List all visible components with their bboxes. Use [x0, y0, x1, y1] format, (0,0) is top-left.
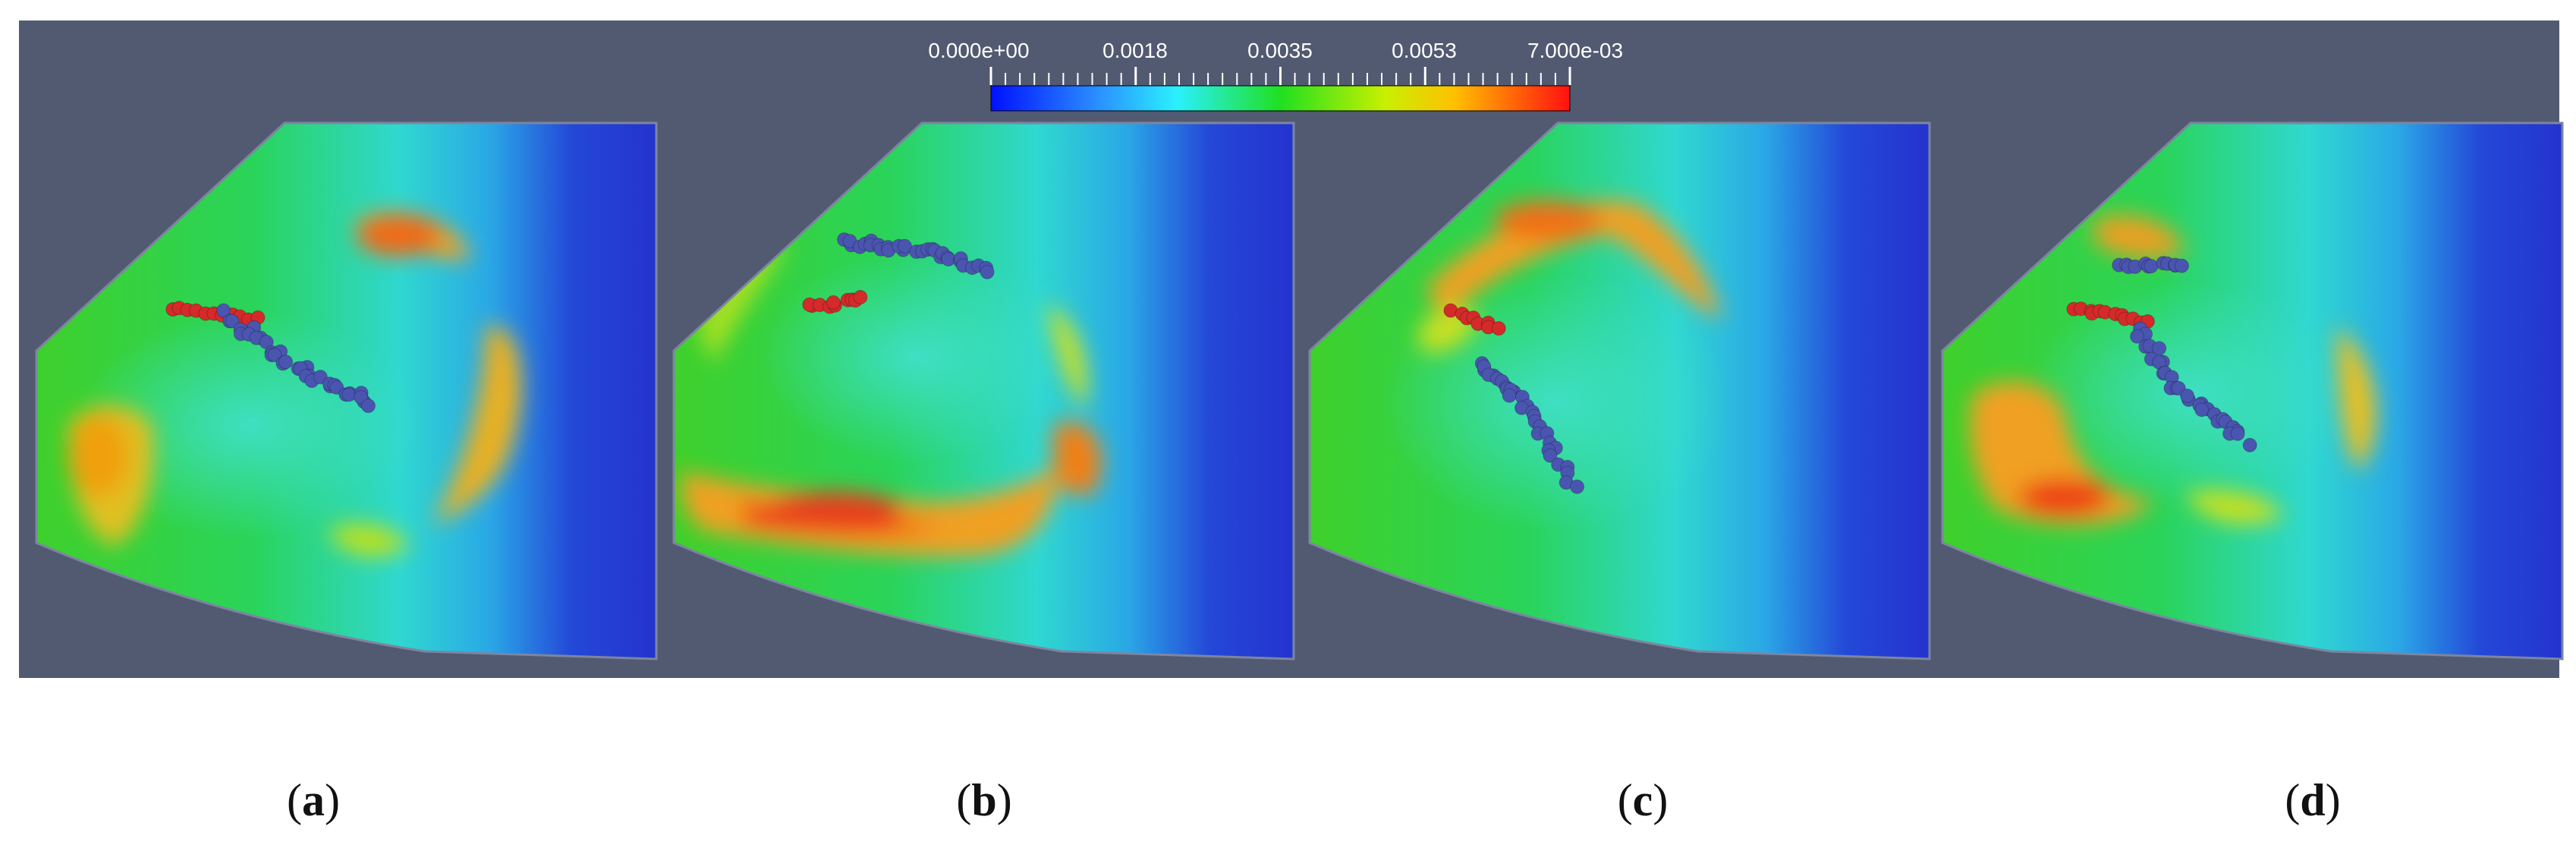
colorbar-tick-label-4: 7.000e-03	[1527, 39, 1623, 62]
blue-particle	[2181, 389, 2194, 402]
blue-particle	[342, 388, 356, 402]
colorbar-tick-label-1: 0.0018	[1102, 39, 1168, 62]
red-particle	[1492, 322, 1505, 336]
blue-particle	[2195, 403, 2209, 417]
caption-b: (b)	[956, 774, 1011, 827]
colorbar-tick-label-2: 0.0035	[1247, 39, 1313, 62]
blue-particle	[1571, 480, 1584, 493]
blue-particle	[361, 399, 375, 413]
colorbar-tick-label-3: 0.0053	[1392, 39, 1457, 62]
blue-particle	[2231, 427, 2244, 440]
caption-c: (c)	[1618, 774, 1669, 827]
blue-particle	[279, 355, 293, 369]
colorbar-gradient	[991, 86, 1570, 111]
blue-particle	[980, 265, 994, 279]
blue-particle	[2243, 438, 2257, 452]
caption-a: (a)	[287, 774, 340, 827]
blue-particle	[2144, 260, 2158, 273]
caption-d: (d)	[2285, 774, 2340, 827]
red-particle	[826, 295, 840, 309]
red-particle	[854, 290, 867, 304]
blue-particle	[2175, 259, 2188, 273]
colorbar-tick-label-0: 0.000e+00	[928, 39, 1029, 62]
blue-particle	[1502, 389, 1516, 402]
